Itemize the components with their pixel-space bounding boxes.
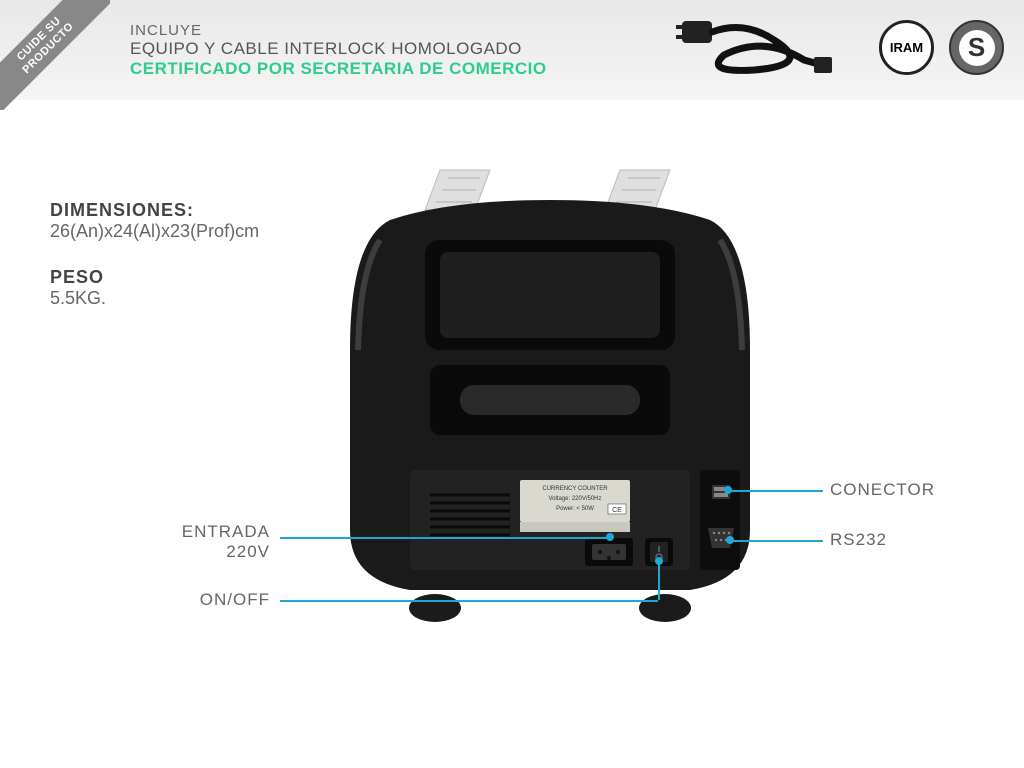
s-mark-badge: S <box>949 20 1004 75</box>
iram-label: IRAM <box>890 40 923 55</box>
callout-entrada: ENTRADA 220V <box>150 522 270 562</box>
sticker-l1: CURRENCY COUNTER <box>542 486 608 492</box>
line-onoff-v <box>658 560 660 600</box>
cert-badges: IRAM S <box>879 20 1004 75</box>
device-illustration: CURRENCY COUNTER Voltage: 220V/50Hz Powe… <box>320 150 800 630</box>
conector-label: CONECTOR <box>830 480 935 499</box>
banner-line2: EQUIPO Y CABLE INTERLOCK HOMOLOGADO <box>130 39 547 59</box>
power-cable-icon <box>674 15 834 90</box>
callout-onoff: ON/OFF <box>150 590 270 610</box>
callout-conector: CONECTOR <box>830 480 935 500</box>
line-entrada <box>280 537 610 539</box>
dot-conector <box>724 486 732 494</box>
top-banner: CUIDE SU PRODUCTO INCLUYE EQUIPO Y CABLE… <box>0 0 1024 100</box>
sticker-l2: Voltage: 220V/50Hz <box>548 496 601 502</box>
banner-line3: CERTIFICADO POR SECRETARIA DE COMERCIO <box>130 59 547 79</box>
banner-line1: INCLUYE <box>130 22 547 39</box>
entrada-label: ENTRADA <box>150 522 270 542</box>
sticker-l3: Power: < 50W <box>556 506 594 512</box>
iram-badge: IRAM <box>879 20 934 75</box>
line-rs232 <box>730 540 823 542</box>
callout-rs232: RS232 <box>830 530 887 550</box>
dot-entrada <box>606 533 614 541</box>
svg-text:CE: CE <box>612 507 622 514</box>
specs-block: DIMENSIONES: 26(An)x24(Al)x23(Prof)cm PE… <box>50 200 259 334</box>
rs232-label: RS232 <box>830 530 887 549</box>
banner-text-block: INCLUYE EQUIPO Y CABLE INTERLOCK HOMOLOG… <box>130 22 547 79</box>
dot-onoff <box>655 557 663 565</box>
line-conector <box>728 490 823 492</box>
weight-label: PESO <box>50 267 259 288</box>
s-mark-letter: S <box>959 30 995 66</box>
corner-ribbon: CUIDE SU PRODUCTO <box>0 0 110 110</box>
weight-value: 5.5KG. <box>50 288 259 309</box>
onoff-label: ON/OFF <box>200 590 270 609</box>
dot-rs232 <box>726 536 734 544</box>
line-onoff-h <box>280 600 658 602</box>
dimensions-label: DIMENSIONES: <box>50 200 259 221</box>
voltage-label: 220V <box>150 542 270 562</box>
dimensions-value: 26(An)x24(Al)x23(Prof)cm <box>50 221 259 242</box>
